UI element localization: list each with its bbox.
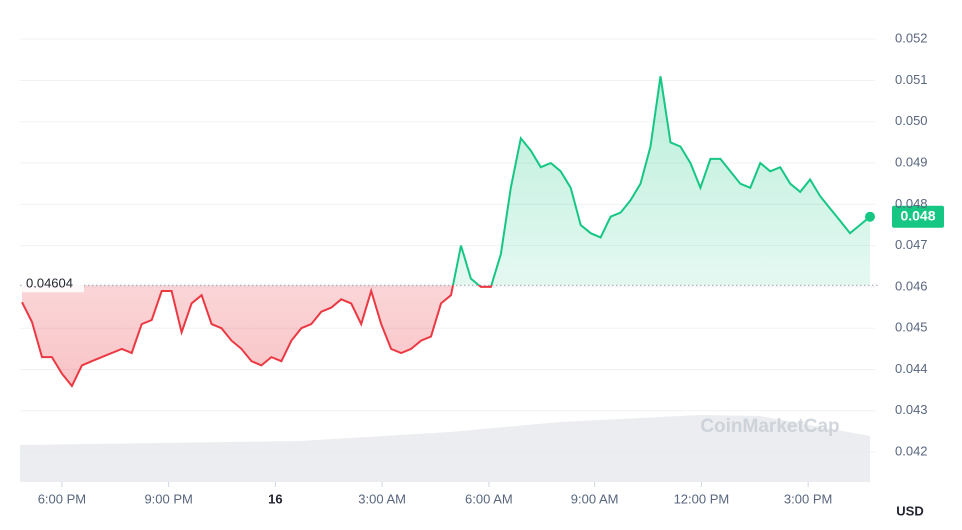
y-tick-label: 0.045 — [895, 320, 928, 335]
price-line-up — [451, 76, 871, 286]
area-up — [22, 76, 870, 286]
x-tick-label: 3:00 PM — [784, 491, 832, 506]
x-tick-label: 9:00 PM — [144, 491, 192, 506]
x-tick-label: 9:00 AM — [571, 491, 619, 506]
y-tick-label: 0.046 — [895, 278, 928, 293]
y-tick-label: 0.047 — [895, 237, 928, 252]
baseline-label-bg — [22, 276, 84, 293]
price-line-down — [21, 285, 493, 388]
x-tick-label: 6:00 PM — [38, 491, 86, 506]
baseline-label: 0.04604 — [26, 276, 73, 291]
watermark: CoinMarketCap — [700, 416, 839, 437]
last-point — [865, 211, 875, 222]
y-tick-label: 0.042 — [895, 444, 928, 459]
y-tick-label: 0.052 — [895, 31, 928, 46]
x-tick-label: 6:00 AM — [465, 491, 513, 506]
currency-label: USD — [896, 503, 923, 518]
y-tick-label: 0.050 — [895, 113, 928, 128]
last-price-label: 0.048 — [900, 207, 935, 223]
x-tick-label: 3:00 AM — [358, 491, 406, 506]
y-tick-label: 0.051 — [895, 72, 928, 87]
y-tick-label: 0.043 — [895, 402, 928, 417]
x-tick-label: 12:00 PM — [674, 491, 730, 506]
x-tick-label: 16 — [268, 491, 282, 506]
volume-band — [20, 415, 870, 482]
area-down — [22, 285, 492, 386]
last-price-bg — [892, 205, 944, 228]
y-tick-label: 0.048 — [895, 196, 928, 211]
y-tick-label: 0.049 — [895, 154, 928, 169]
plot: 0.04604 0.048 — [20, 76, 944, 388]
y-tick-label: 0.044 — [895, 361, 928, 376]
